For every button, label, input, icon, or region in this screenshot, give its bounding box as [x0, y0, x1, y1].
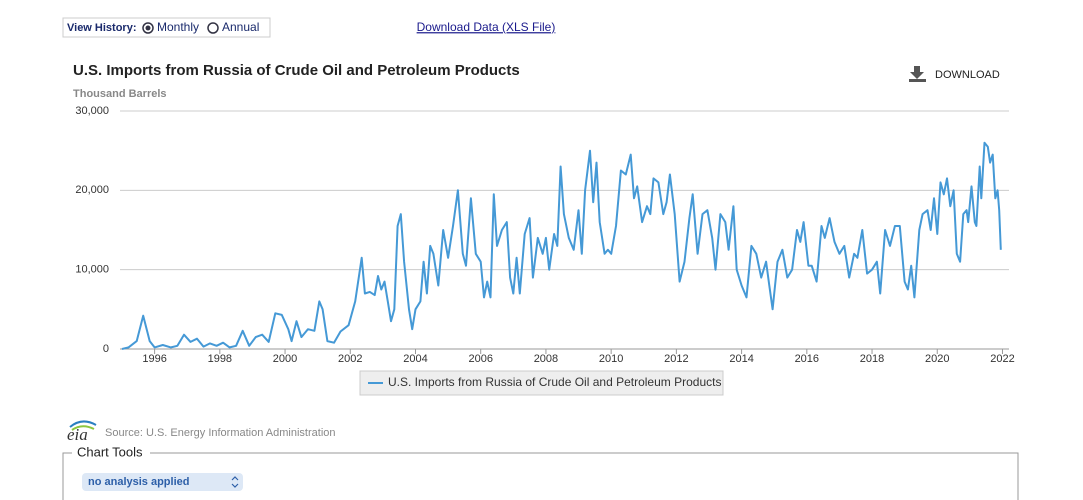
x-tick-label: 2010 — [599, 353, 623, 365]
radio-annual[interactable] — [207, 22, 219, 34]
y-tick-label: 30,000 — [75, 105, 109, 117]
y-tick-label: 0 — [103, 343, 109, 355]
chart-title: U.S. Imports from Russia of Crude Oil an… — [73, 62, 520, 79]
y-tick-label: 10,000 — [75, 264, 109, 276]
download-tray — [909, 79, 926, 82]
chart-subtitle: Thousand Barrels — [73, 88, 167, 100]
x-tick-label: 2008 — [534, 353, 558, 365]
legend-label[interactable]: U.S. Imports from Russia of Crude Oil an… — [388, 375, 721, 389]
history-label: View History: — [67, 22, 137, 34]
download-button[interactable]: DOWNLOAD — [909, 66, 1000, 82]
radio-monthly-label[interactable]: Monthly — [157, 20, 199, 34]
eia-logo: eia — [67, 420, 97, 444]
x-tick-label: 1998 — [208, 353, 232, 365]
logo-text: eia — [67, 425, 88, 444]
x-tick-label: 2020 — [925, 353, 949, 365]
download-data-link[interactable]: Download Data (XLS File) — [417, 20, 556, 34]
chart-tools-label: Chart Tools — [77, 444, 143, 459]
logo-arc — [71, 425, 95, 431]
x-tick-label: 2004 — [403, 353, 427, 365]
download-label[interactable]: DOWNLOAD — [935, 69, 1000, 81]
x-tick-label: 1996 — [142, 353, 166, 365]
select-arrows — [231, 476, 239, 488]
radio-annual-label[interactable]: Annual — [222, 20, 259, 34]
series-line — [121, 141, 1002, 350]
x-tick-label: 2006 — [468, 353, 492, 365]
plot: 0 10,000 20,000 30,000 1996 1998 2000 2002 2004 2… — [75, 105, 1014, 365]
x-tick-label: 2014 — [729, 353, 753, 365]
logo-arc — [69, 420, 97, 428]
source: Source: U.S. Energy Information Administ… — [105, 427, 336, 439]
x-tick-label: 2012 — [664, 353, 688, 365]
x-tick-label: 2018 — [860, 353, 884, 365]
y-tick-label: 20,000 — [75, 184, 109, 196]
x-tick-label: 2016 — [795, 353, 819, 365]
legend — [359, 370, 724, 396]
x-tick-label: 2002 — [338, 353, 362, 365]
x-tick-label: 2000 — [273, 353, 297, 365]
history-box — [62, 17, 271, 38]
download-icon — [910, 66, 924, 79]
analysis-select-label[interactable]: no analysis applied — [88, 476, 189, 488]
x-tick-label: 2022 — [990, 353, 1014, 365]
radio-dot — [145, 25, 151, 31]
chart-tools-frame — [62, 452, 1019, 500]
analysis-select[interactable] — [82, 473, 243, 491]
